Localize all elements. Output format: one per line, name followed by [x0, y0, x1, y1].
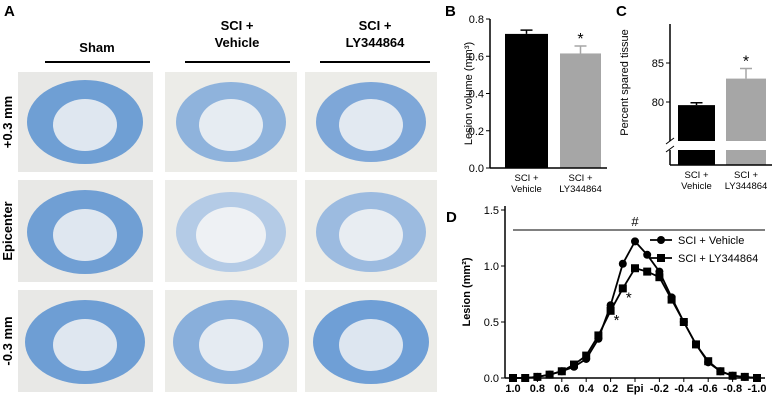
column-header: LY344864	[346, 35, 406, 50]
marker	[657, 236, 665, 244]
marker	[509, 374, 517, 382]
x-tick-label: Vehicle	[511, 184, 542, 195]
marker	[606, 306, 615, 315]
column-header: SCI +	[359, 18, 392, 33]
x-tick-label: Vehicle	[681, 181, 712, 192]
bar	[560, 53, 601, 168]
y-tick-label: 0.5	[484, 317, 499, 329]
annotation: *	[626, 289, 632, 306]
x-tick-label: 0.6	[554, 383, 569, 395]
x-tick-label: 1.0	[505, 383, 520, 395]
row-label: -0.3 mm	[0, 316, 15, 365]
marker	[643, 250, 652, 259]
marker	[740, 372, 749, 381]
y-tick-label: 0.2	[469, 126, 484, 138]
x-tick-label: LY344864	[559, 184, 602, 195]
x-tick-label: -0.6	[699, 383, 718, 395]
axis-break	[665, 137, 675, 145]
marker	[582, 351, 591, 360]
x-tick-label: -0.4	[674, 383, 694, 395]
marker	[704, 357, 713, 366]
marker	[679, 318, 688, 326]
x-tick-label: -0.8	[723, 383, 742, 395]
x-tick-label: SCI +	[734, 170, 758, 181]
series-line	[513, 267, 758, 379]
y-tick-label: 0.6	[469, 51, 484, 63]
marker	[655, 273, 664, 282]
x-tick-label: SCI +	[514, 173, 538, 184]
axis-break-gap	[677, 141, 716, 150]
x-tick-label: LY344864	[725, 181, 768, 192]
panel-label: D	[446, 209, 457, 226]
y-tick-label: 0.8	[469, 14, 484, 26]
annotation: *	[743, 53, 749, 70]
panel-label: C	[616, 3, 627, 20]
x-tick-label: 0.4	[579, 383, 595, 395]
annotation: *	[577, 31, 583, 48]
y-tick-label: 85	[652, 58, 664, 70]
legend-label: SCI + Vehicle	[678, 235, 744, 247]
error-bar	[574, 45, 587, 54]
x-tick-label: 0.2	[603, 383, 618, 395]
annotation: *	[614, 312, 620, 329]
marker	[728, 371, 737, 380]
marker	[618, 259, 627, 268]
row-label: Epicenter	[0, 201, 15, 260]
y-tick-label: 1.0	[484, 261, 499, 273]
y-tick-label: 0.0	[484, 373, 499, 385]
marker	[716, 367, 725, 376]
x-tick-label: -0.2	[650, 383, 669, 395]
marker	[692, 340, 700, 349]
marker	[657, 254, 665, 262]
marker	[545, 370, 554, 379]
marker	[570, 360, 578, 369]
y-tick-label: 0.0	[469, 163, 484, 175]
axis-break	[665, 145, 675, 153]
panel-a-images	[18, 61, 437, 392]
bar	[505, 33, 548, 169]
y-tick-label: 0.4	[469, 89, 484, 101]
marker	[631, 237, 639, 246]
marker	[631, 264, 639, 273]
x-tick-label: Epi	[626, 383, 643, 395]
error-bar	[690, 102, 703, 106]
marker	[594, 331, 603, 340]
column-header: Vehicle	[215, 35, 260, 50]
x-tick-label: SCI +	[568, 173, 592, 184]
column-header: Sham	[79, 40, 114, 55]
column-header: SCI +	[221, 18, 254, 33]
y-tick-label: 1.5	[484, 205, 499, 217]
marker	[521, 374, 530, 382]
marker	[618, 284, 627, 293]
y-tick-label: 80	[652, 97, 664, 109]
bar	[726, 78, 766, 165]
x-tick-label: SCI +	[684, 170, 708, 181]
marker	[753, 374, 761, 382]
marker	[643, 267, 652, 276]
panel-label: B	[445, 3, 456, 20]
x-tick-label: 0.8	[530, 383, 545, 395]
annotation: #	[631, 214, 639, 229]
axis-break-gap	[725, 141, 767, 150]
y-axis-label: Lesion volume (mm³)	[463, 42, 475, 145]
panel-label: A	[4, 3, 15, 20]
marker	[667, 295, 676, 304]
error-bar	[740, 67, 752, 79]
y-axis-label: Lesion (mm²)	[461, 257, 473, 326]
error-bar	[520, 29, 533, 34]
row-label: +0.3 mm	[0, 96, 15, 148]
bar	[678, 105, 715, 165]
y-axis-label: Percent spared tissue	[619, 29, 631, 135]
legend-label: SCI + LY344864	[678, 253, 758, 265]
marker	[557, 367, 566, 376]
marker	[533, 372, 542, 381]
x-tick-label: -1.0	[748, 383, 767, 395]
